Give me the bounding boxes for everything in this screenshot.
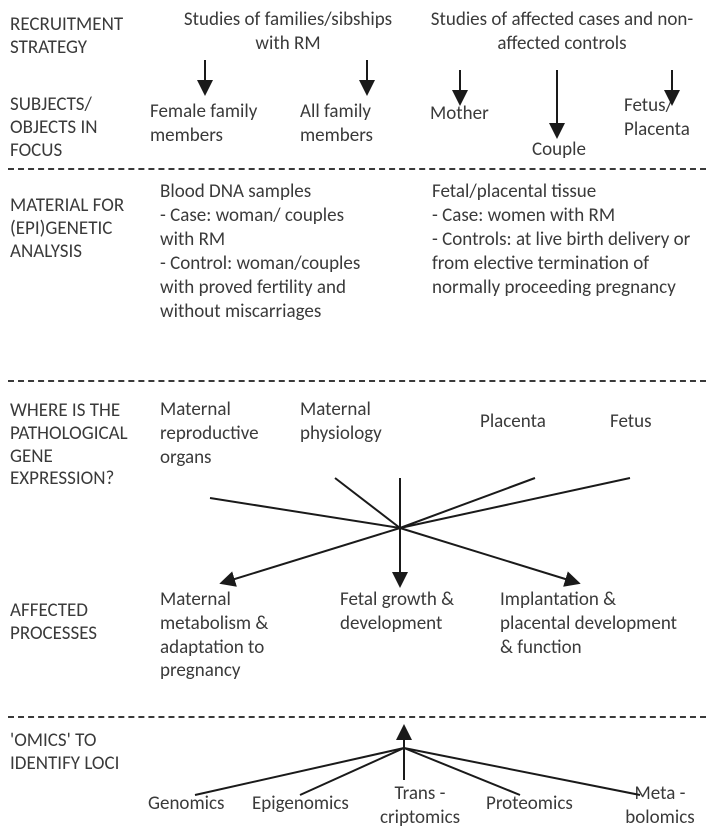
omics-metabolomics: Meta - bolomics xyxy=(610,782,710,830)
path-fetus: Fetus xyxy=(610,410,652,434)
omics-genomics: Genomics xyxy=(148,792,224,816)
material-right-title: Fetal/placental tissue xyxy=(432,180,692,204)
path-organs: Maternal reproductive organs xyxy=(160,398,290,469)
studies-cases: Studies of affected cases and non-affect… xyxy=(422,8,702,56)
affected-implantation: Implantation & placental development & f… xyxy=(500,588,680,659)
affected-maternal: Maternal metabolism & adaptation to preg… xyxy=(160,588,320,683)
studies-families: Studies of families/sibships with RM xyxy=(178,8,398,56)
label-affected: AFFECTED PROCESSES xyxy=(10,600,150,646)
label-material: MATERIAL FOR (EPI)GENETIC ANALYSIS xyxy=(10,195,150,263)
omics-transcriptomics: Trans - criptomics xyxy=(370,782,470,830)
material-right-1: - Case: women with RM xyxy=(432,204,692,228)
omics-epigenomics: Epigenomics xyxy=(252,792,349,816)
couple: Couple xyxy=(532,138,586,162)
material-left-title: Blood DNA samples xyxy=(160,180,390,204)
label-recruitment: RECRUITMENT STRATEGY xyxy=(10,14,150,60)
label-subjects: SUBJECTS/ OBJECTS IN FOCUS xyxy=(10,94,150,162)
material-left-1: - Case: woman/ couples with RM xyxy=(160,204,370,252)
omics-proteomics: Proteomics xyxy=(486,792,573,816)
fetus-placenta: Fetus/ Placenta xyxy=(624,94,714,142)
label-pathological: WHERE IS THE PATHOLOGICAL GENE EXPRESSIO… xyxy=(10,400,150,491)
path-placenta: Placenta xyxy=(480,410,546,434)
divider-2 xyxy=(8,380,706,382)
affected-fetal: Fetal growth & development xyxy=(340,588,480,636)
divider-3 xyxy=(8,716,706,718)
label-omics: 'OMICS' TO IDENTIFY LOCI xyxy=(10,730,150,776)
female-members: Female family members xyxy=(150,100,280,148)
material-left-2: - Control: woman/couples with proved fer… xyxy=(160,252,390,323)
divider-1 xyxy=(8,168,706,170)
path-physiology: Maternal physiology xyxy=(300,398,410,446)
mother: Mother xyxy=(430,102,489,126)
all-members: All family members xyxy=(300,100,400,148)
material-right-2: - Controls: at live birth delivery or fr… xyxy=(432,228,692,299)
